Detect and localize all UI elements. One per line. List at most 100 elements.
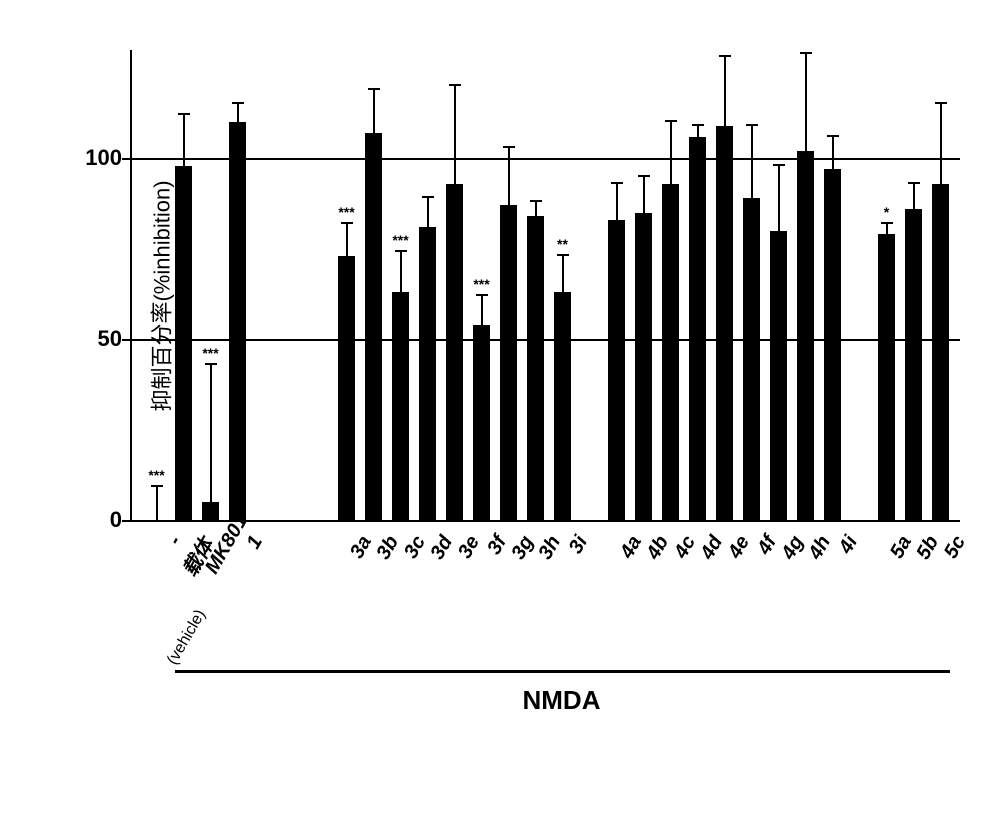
bar-4i <box>824 50 841 520</box>
bar-MK801: *** <box>202 50 219 520</box>
bar-5c <box>932 50 949 520</box>
bar-rect <box>365 133 382 520</box>
y-tick-mark <box>122 158 130 160</box>
error-bar <box>535 202 537 216</box>
error-bar <box>562 256 564 292</box>
significance-marker: *** <box>392 232 408 248</box>
error-bar <box>751 126 753 198</box>
significance-marker: *** <box>148 467 164 483</box>
bar-rect <box>743 198 760 520</box>
bar-rect <box>175 166 192 520</box>
error-cap <box>746 124 758 126</box>
bar-3e <box>446 50 463 520</box>
bar-5a: * <box>878 50 895 520</box>
bar-rect <box>770 231 787 520</box>
error-cap <box>368 88 380 90</box>
plot-area: ****************** <box>130 50 960 522</box>
bar-4e <box>716 50 733 520</box>
bar-载体 <box>175 50 192 520</box>
bar-rect <box>689 137 706 520</box>
error-bar <box>697 126 699 137</box>
y-tick-label: 100 <box>85 145 122 171</box>
bar-4h <box>797 50 814 520</box>
y-tick-mark <box>122 339 130 341</box>
y-axis-line <box>130 50 132 520</box>
bar-3h <box>527 50 544 520</box>
error-cap <box>530 200 542 202</box>
bar-rect <box>554 292 571 520</box>
error-cap <box>908 182 920 184</box>
bar-rect <box>662 184 679 520</box>
error-cap <box>827 135 839 137</box>
error-bar <box>400 252 402 292</box>
significance-marker: *** <box>338 204 354 220</box>
bar-3f: *** <box>473 50 490 520</box>
y-tick-label: 0 <box>110 507 122 533</box>
significance-marker: ** <box>557 236 568 252</box>
bar-rect <box>797 151 814 520</box>
bar-rect <box>878 234 895 520</box>
bar-rect <box>392 292 409 520</box>
error-bar <box>508 148 510 206</box>
bar-4b <box>635 50 652 520</box>
bar-3c: *** <box>392 50 409 520</box>
error-cap <box>719 55 731 57</box>
significance-marker: *** <box>202 345 218 361</box>
error-cap <box>503 146 515 148</box>
significance-marker: *** <box>473 276 489 292</box>
bar-rect <box>202 502 219 520</box>
error-bar <box>481 296 483 325</box>
error-bar <box>913 184 915 209</box>
error-cap <box>638 175 650 177</box>
bar-rect <box>608 220 625 520</box>
error-cap <box>205 363 217 365</box>
error-cap <box>341 222 353 224</box>
bar-rect <box>932 184 949 520</box>
error-bar <box>724 57 726 126</box>
error-cap <box>800 52 812 54</box>
error-bar <box>778 166 780 231</box>
bar-1 <box>229 50 246 520</box>
error-cap <box>151 485 163 487</box>
nmda-underline <box>175 670 950 673</box>
error-cap <box>395 250 407 252</box>
bar-rect <box>500 205 517 520</box>
error-cap <box>449 84 461 86</box>
y-tick-mark <box>122 520 130 522</box>
error-bar <box>670 122 672 183</box>
error-bar <box>643 177 645 213</box>
error-cap <box>935 102 947 104</box>
error-bar <box>237 104 239 122</box>
error-cap <box>773 164 785 166</box>
bar-3b <box>365 50 382 520</box>
bar-4a <box>608 50 625 520</box>
error-cap <box>232 102 244 104</box>
error-cap <box>665 120 677 122</box>
bar-4d <box>689 50 706 520</box>
error-bar <box>373 90 375 133</box>
bar-rect <box>824 169 841 520</box>
error-bar <box>454 86 456 184</box>
error-bar <box>805 54 807 152</box>
error-bar <box>616 184 618 220</box>
error-cap <box>611 182 623 184</box>
significance-marker: * <box>884 204 889 220</box>
error-bar <box>210 365 212 502</box>
bar-4f <box>743 50 760 520</box>
bar-3d <box>419 50 436 520</box>
error-bar <box>156 487 158 520</box>
bar-rect <box>635 213 652 520</box>
error-bar <box>832 137 834 170</box>
bar-3a: *** <box>338 50 355 520</box>
bar-rect <box>446 184 463 520</box>
error-cap <box>178 113 190 115</box>
nmda-label: NMDA <box>523 685 601 716</box>
y-tick-label: 50 <box>98 326 122 352</box>
bar-4g <box>770 50 787 520</box>
bar-rect <box>473 325 490 520</box>
error-cap <box>881 222 893 224</box>
bar-rect <box>338 256 355 520</box>
bar--: *** <box>148 50 165 520</box>
bar-4c <box>662 50 679 520</box>
bar-rect <box>419 227 436 520</box>
